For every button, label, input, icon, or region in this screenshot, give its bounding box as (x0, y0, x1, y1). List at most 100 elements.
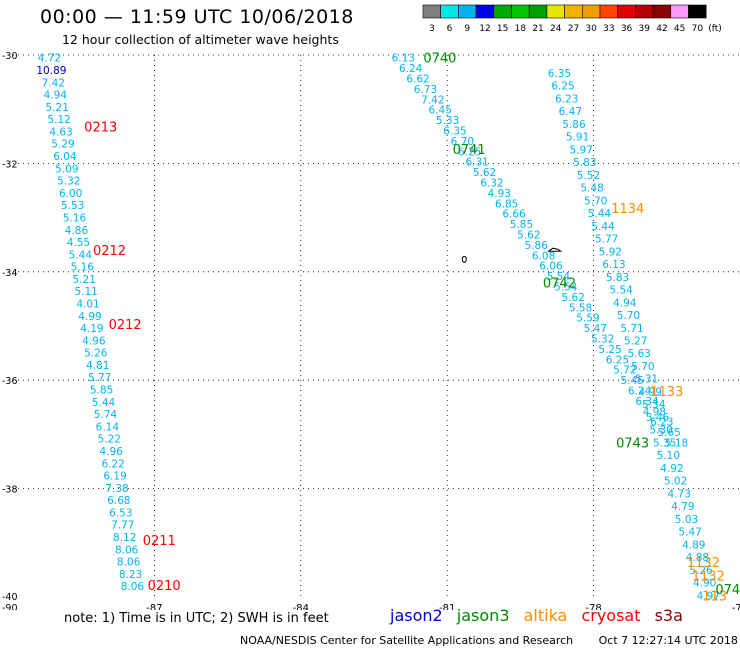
swh-value: 4.96 (82, 335, 106, 347)
legend-s3a: s3a (654, 606, 683, 625)
swh-value: 5.22 (98, 434, 121, 446)
swh-value: 4.98 (643, 406, 666, 418)
swh-value: 5.83 (573, 157, 596, 169)
swh-value: 7.38 (105, 483, 128, 495)
colorbar-unit: (ft) (708, 24, 722, 34)
swh-value: 7.42 (42, 77, 65, 89)
mission-legend: jason2 jason3 altika cryosat s3a (390, 606, 692, 625)
swh-value: 7.77 (111, 520, 134, 532)
pass-time-label: 0211 (143, 534, 176, 549)
swh-value: 5.32 (57, 176, 80, 188)
wave-height-map: -87 -84 -81 -78 -75 -32 -34 -36 -38 -30 -40-90 4.72… (2, 51, 740, 610)
swh-value: 5.63 (628, 348, 651, 360)
swh-value: 5.11 (74, 286, 97, 298)
swh-value: 6.25 (606, 354, 629, 366)
swh-value: 5.53 (61, 200, 84, 212)
colorbar-label: 70 (692, 24, 704, 34)
swh-value: 5.03 (675, 514, 698, 526)
legend-altika: altika (523, 606, 568, 625)
swh-value: 6.06 (539, 261, 563, 273)
pass-time-label: 113 (702, 589, 727, 604)
y-tick-label: -34 (2, 268, 18, 279)
swh-value: 4.99 (639, 386, 662, 398)
swh-value: 5.46 (646, 412, 670, 424)
pass-time-label: 074 (715, 583, 740, 598)
swh-value: 4.72 (38, 53, 61, 65)
y-tick-label: -36 (2, 376, 18, 387)
colorbar-label: 3 (429, 24, 435, 34)
colorbar-label: 45 (674, 24, 685, 34)
pass-time-label: 0212 (109, 318, 142, 333)
swh-value: 5.45 (621, 375, 644, 387)
y-tick-label: -32 (2, 159, 18, 170)
swh-value: 5.29 (51, 139, 74, 151)
swh-value: 6.62 (406, 74, 429, 86)
swh-value: 5.09 (55, 163, 78, 175)
pass-time-label: 1134 (611, 202, 644, 217)
swh-value: 5.85 (90, 385, 113, 397)
swh-value: 4.01 (76, 299, 99, 311)
swh-value: 5.65 (657, 427, 680, 439)
swh-value: 6.35 (443, 126, 466, 138)
swh-value: 5.70 (584, 195, 607, 207)
colorbar-label: 6 (447, 24, 453, 34)
swh-value: 5.44 (92, 397, 116, 409)
colorbar: 3 6 9 12 15 18 21 24 27 30 33 36 39 42 45 70 (ft) (422, 4, 722, 34)
swh-value: 5.70 (617, 310, 640, 322)
swh-value: 7.42 (421, 94, 444, 106)
island-outline (547, 247, 563, 252)
swh-value: 6.45 (429, 105, 452, 117)
swh-value: 6.32 (480, 178, 503, 190)
swh-value: 4.73 (668, 488, 691, 500)
legend-jason3: jason3 (456, 606, 510, 625)
swh-value: 6.35 (548, 68, 571, 80)
swh-value: 5.26 (689, 565, 713, 577)
swh-value: 5.77 (595, 234, 618, 246)
swh-value: 5.21 (46, 102, 69, 114)
swh-value: 6.25 (458, 146, 481, 158)
swh-value: 6.66 (502, 209, 526, 221)
swh-value: 5.72 (613, 365, 636, 377)
swh-value: 5.35 (653, 437, 676, 449)
swh-value: 5.70 (631, 361, 654, 373)
swh-value: 5.44 (588, 208, 612, 220)
swh-value: 6.22 (101, 458, 124, 470)
swh-value: 4.90 (693, 578, 716, 590)
x-tick-label: -78 (585, 603, 601, 610)
swh-value: 6.47 (559, 106, 582, 118)
swh-value: 5.52 (577, 170, 600, 182)
swh-value: 5.59 (576, 313, 599, 325)
swh-value: 6.24 (399, 63, 423, 75)
swh-value: 8.12 (113, 532, 136, 544)
swh-value: 8.23 (119, 569, 142, 581)
swh-value: 5.10 (657, 450, 680, 462)
legend-jason2: jason2 (390, 606, 443, 625)
swh-value: 4.19 (80, 323, 103, 335)
swh-value: 5.44 (591, 221, 615, 233)
swh-value: 5.62 (561, 292, 584, 304)
swh-value: 5.85 (510, 219, 533, 231)
swh-value: 5.77 (88, 372, 111, 384)
legend-cryosat: cryosat (581, 606, 641, 625)
swh-value: 5.74 (94, 409, 118, 421)
swh-value: 8.06 (121, 581, 145, 593)
swh-value: 6.14 (96, 421, 120, 433)
swh-value: 4.55 (67, 237, 90, 249)
x-origin-label: -90 (2, 603, 18, 610)
swh-value: 5.21 (73, 274, 96, 286)
swh-value: 6.31 (465, 157, 488, 169)
swh-value: 5.30 (649, 425, 672, 437)
units-note: note: 1) Time is in UTC; 2) SWH is in fe… (64, 611, 329, 626)
swh-value: 4.63 (49, 126, 72, 138)
corner-label-bottom: -40 (2, 592, 18, 603)
swh-value: 5.86 (525, 240, 549, 252)
swh-value: 6.23 (650, 417, 673, 429)
pass-time-label: 0212 (93, 244, 126, 259)
swh-value: 5.18 (665, 438, 688, 450)
swh-value: 5.54 (554, 282, 578, 294)
swh-value: 6.68 (107, 495, 130, 507)
pass-time-label: 0213 (84, 121, 117, 136)
pass-time-label: 0740 (423, 52, 456, 67)
swh-value: 6.53 (109, 507, 132, 519)
swh-value: 4.79 (671, 501, 694, 513)
